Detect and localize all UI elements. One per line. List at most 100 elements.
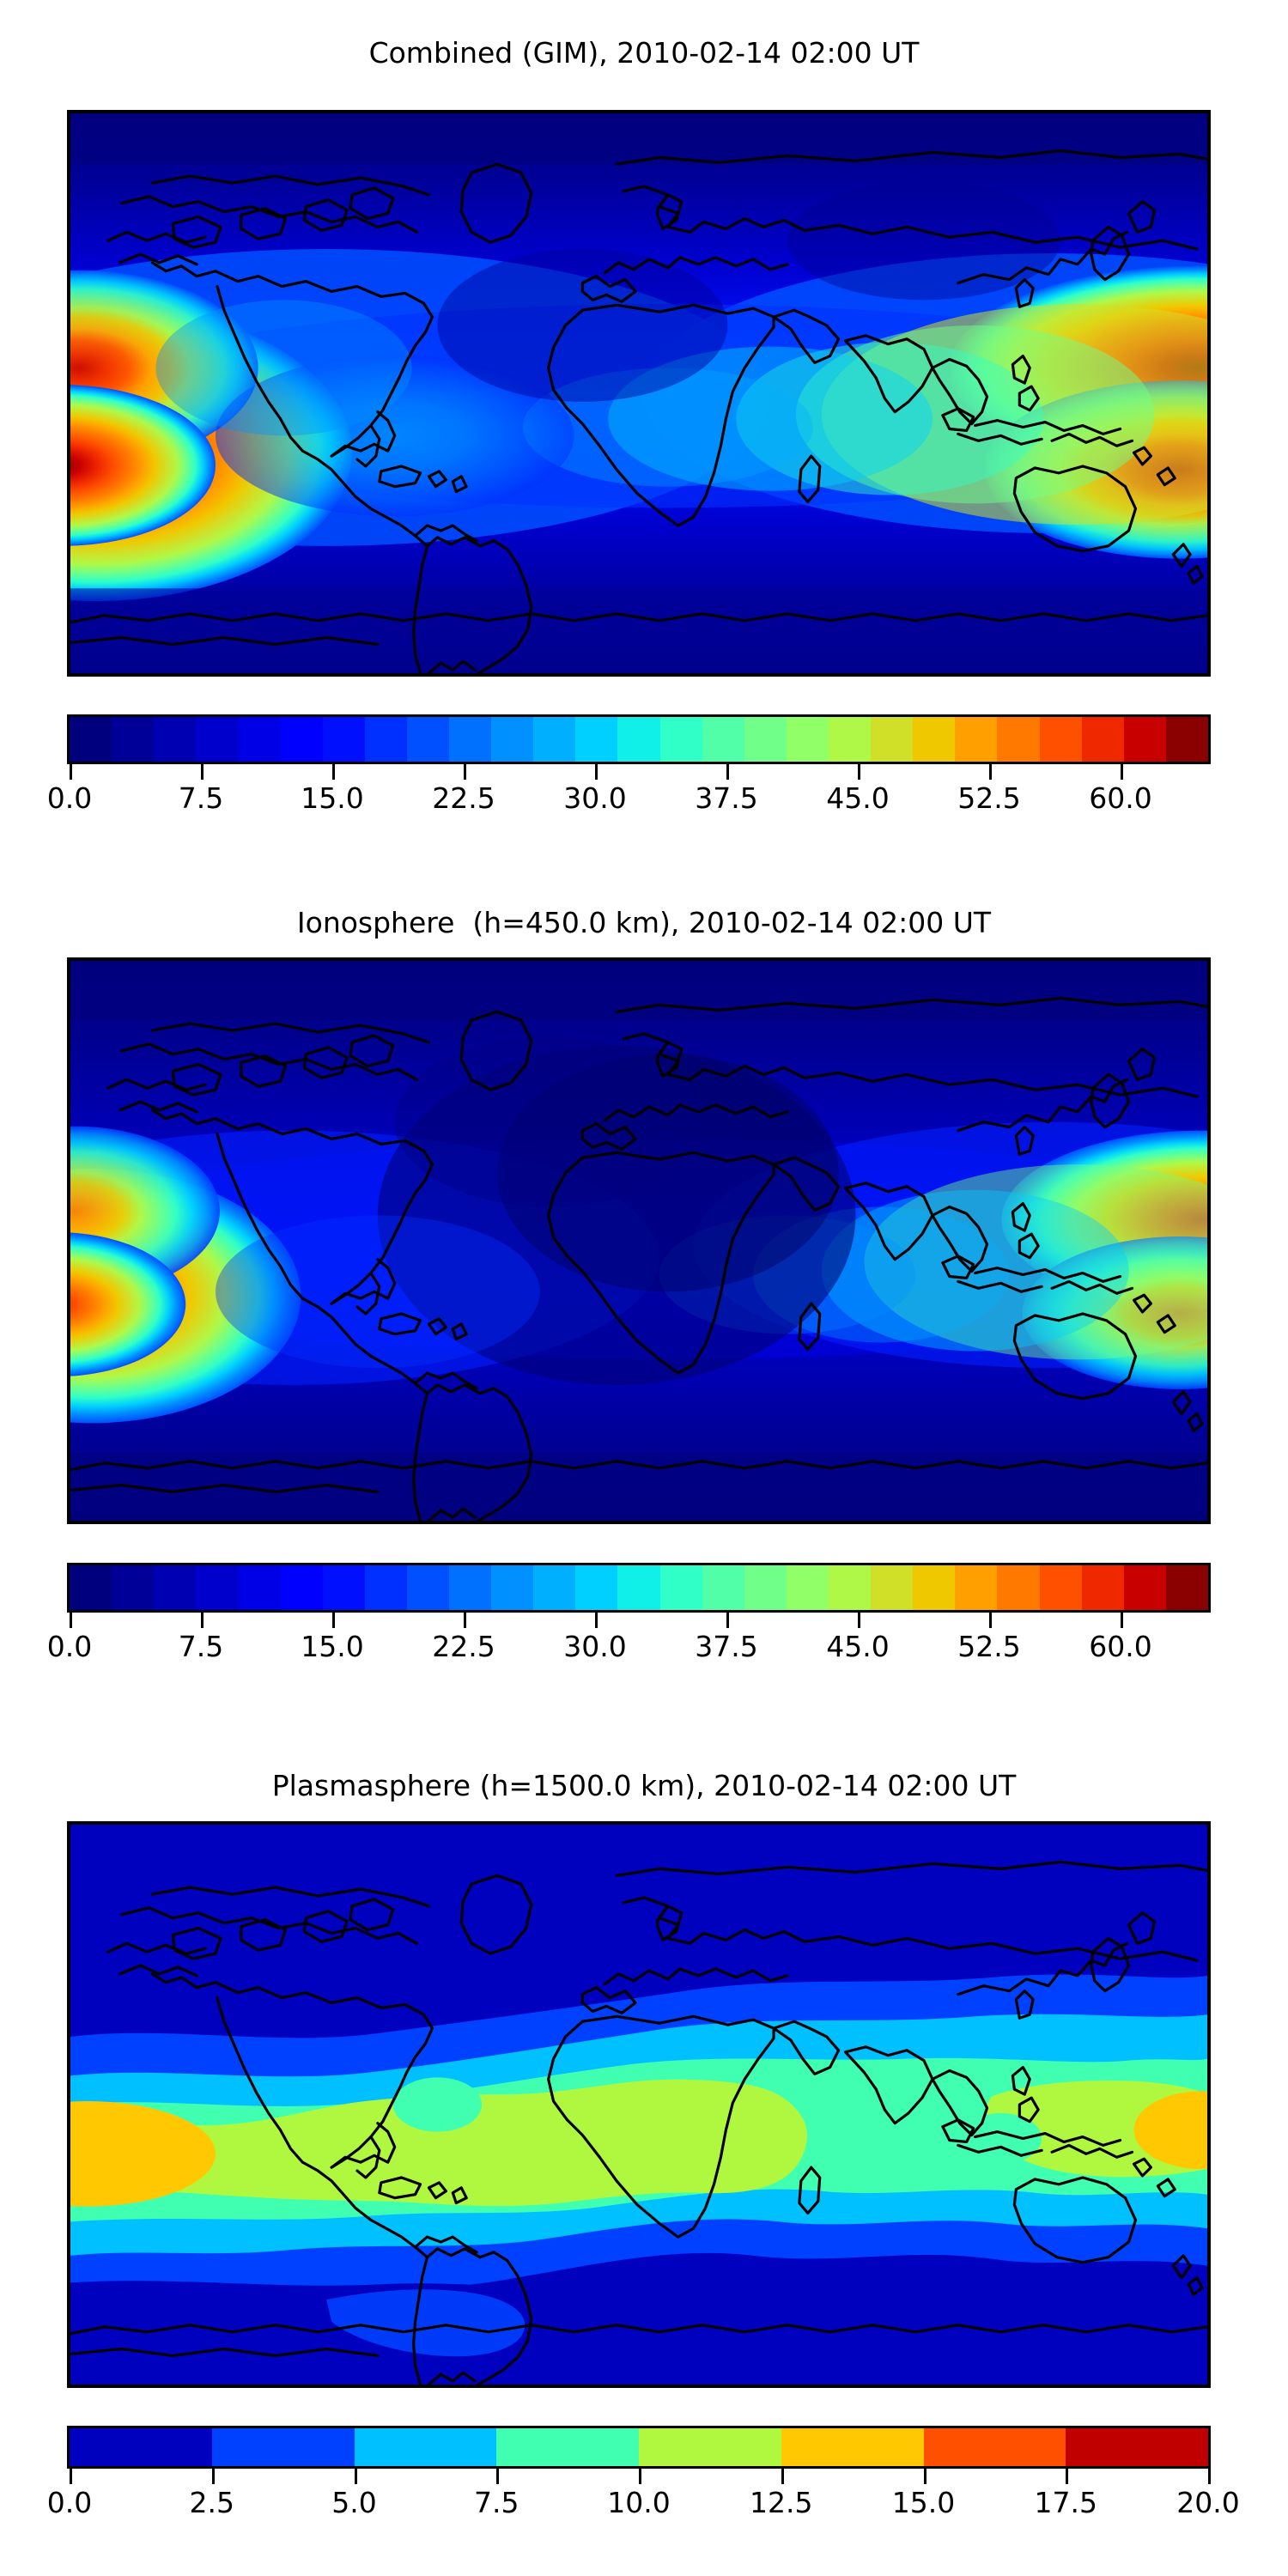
colorbar-tick-label-6: 45.0 bbox=[826, 1630, 890, 1663]
colorbar-band-26 bbox=[1165, 1565, 1208, 1610]
colorbar-band-21 bbox=[955, 1565, 998, 1610]
colorbar-tick-5 bbox=[781, 2469, 784, 2484]
colorbar-band-24 bbox=[1081, 717, 1124, 762]
colorbar-band-8 bbox=[406, 1565, 449, 1610]
colorbar-band-0 bbox=[70, 717, 112, 762]
colorbar-band-0 bbox=[70, 2428, 212, 2466]
colorbar-tick-8 bbox=[1208, 2469, 1211, 2484]
colorbar-band-8 bbox=[406, 717, 449, 762]
colorbar-tick-label-2: 15.0 bbox=[301, 781, 364, 815]
colorbar-tick-8 bbox=[1121, 1613, 1123, 1628]
colorbar-tick-7 bbox=[989, 1613, 992, 1628]
colorbar-tick-6 bbox=[858, 1613, 860, 1628]
colorbar-band-3 bbox=[196, 1565, 239, 1610]
colorbar-tick-1 bbox=[211, 2469, 215, 2484]
colorbar-tick-label-1: 7.5 bbox=[178, 1630, 224, 1663]
colorbar-gradient-ionosphere bbox=[67, 1563, 1211, 1613]
colorbar-band-17 bbox=[786, 1565, 829, 1610]
colorbar-band-6 bbox=[923, 2428, 1066, 2466]
colorbar-band-15 bbox=[702, 1565, 744, 1610]
colorbar-band-13 bbox=[617, 1565, 660, 1610]
colorbar-gradient-combined-gim bbox=[67, 714, 1211, 764]
colorbar-labels-combined-gim: 0.0 7.5 15.0 22.5 30.0 37.5 45.0 52.5 60.0 bbox=[47, 781, 1211, 819]
colorbar-combined-gim: 0.0 7.5 15.0 22.5 30.0 37.5 45.0 52.5 60.0 bbox=[47, 714, 1211, 826]
colorbar-band-1 bbox=[112, 1565, 155, 1610]
colorbar-band-5 bbox=[781, 2428, 924, 2466]
colorbar-tick-label-4: 30.0 bbox=[563, 1630, 627, 1663]
map-axes-combined-gim bbox=[67, 110, 1211, 677]
map-canvas-combined-gim bbox=[70, 113, 1207, 673]
colorbar-band-5 bbox=[280, 717, 323, 762]
colorbar-band-11 bbox=[533, 717, 576, 762]
colorbar-tick-label-8: 60.0 bbox=[1089, 1630, 1152, 1663]
colorbar-band-7 bbox=[1066, 2428, 1208, 2466]
colorbar-tick-label-3: 22.5 bbox=[432, 1630, 495, 1663]
colorbar-band-25 bbox=[1123, 717, 1166, 762]
colorbar-band-12 bbox=[575, 1565, 618, 1610]
colorbar-band-10 bbox=[491, 717, 534, 762]
colorbar-tick-label-4: 10.0 bbox=[607, 2486, 671, 2519]
colorbar-labels-plasmasphere: 0.0 2.5 5.0 7.5 10.0 12.5 15.0 17.5 20.0 bbox=[47, 2486, 1240, 2524]
colorbar-tick-7 bbox=[989, 764, 992, 780]
colorbar-tick-label-4: 30.0 bbox=[563, 781, 627, 815]
coastlines-layer bbox=[70, 996, 1207, 1521]
colorbar-band-9 bbox=[448, 1565, 492, 1610]
colorbar-band-1 bbox=[211, 2428, 355, 2466]
colorbar-band-3 bbox=[496, 2428, 639, 2466]
colorbar-band-4 bbox=[639, 2428, 781, 2466]
colorbar-tick-label-5: 37.5 bbox=[695, 781, 758, 815]
panel-title-plasmasphere: Plasmasphere (h=1500.0 km), 2010-02-14 0… bbox=[271, 1769, 1017, 1802]
colorbar-band-14 bbox=[659, 717, 702, 762]
colorbar-band-12 bbox=[575, 717, 618, 762]
colorbar-tick-label-8: 20.0 bbox=[1176, 2486, 1240, 2519]
colorbar-tick-label-6: 45.0 bbox=[826, 781, 890, 815]
colorbar-band-19 bbox=[871, 717, 914, 762]
colorbar-band-16 bbox=[744, 717, 787, 762]
colorbar-band-7 bbox=[364, 1565, 407, 1610]
colorbar-tick-label-7: 17.5 bbox=[1034, 2486, 1097, 2519]
colorbar-band-17 bbox=[786, 717, 829, 762]
colorbar-band-18 bbox=[828, 1565, 872, 1610]
colorbar-band-9 bbox=[448, 717, 492, 762]
colorbar-tick-4 bbox=[639, 2469, 641, 2484]
colorbar-tick-label-8: 60.0 bbox=[1089, 781, 1152, 815]
colorbar-tick-label-2: 5.0 bbox=[331, 2486, 377, 2519]
colorbar-plasmasphere: 0.0 2.5 5.0 7.5 10.0 12.5 15.0 17.5 20.0 bbox=[47, 2426, 1240, 2537]
colorbar-band-24 bbox=[1081, 1565, 1124, 1610]
colorbar-band-4 bbox=[238, 717, 281, 762]
colorbar-band-10 bbox=[491, 1565, 534, 1610]
colorbar-band-26 bbox=[1165, 717, 1208, 762]
colorbar-tick-label-0: 0.0 bbox=[46, 1630, 93, 1663]
map-axes-ionosphere bbox=[67, 957, 1211, 1524]
colorbar-tick-1 bbox=[201, 1613, 204, 1628]
coastlines-layer bbox=[70, 149, 1207, 673]
colorbar-tick-0 bbox=[70, 764, 72, 780]
colorbar-band-20 bbox=[913, 717, 956, 762]
colorbar-tick-label-3: 22.5 bbox=[432, 781, 495, 815]
colorbar-tick-label-1: 2.5 bbox=[189, 2486, 234, 2519]
colorbar-band-13 bbox=[617, 717, 660, 762]
colorbar-tick-label-7: 52.5 bbox=[957, 781, 1021, 815]
colorbar-tick-3 bbox=[464, 764, 466, 780]
colorbar-gradient-plasmasphere bbox=[67, 2426, 1211, 2469]
colorbar-tick-5 bbox=[726, 764, 729, 780]
colorbar-band-23 bbox=[1039, 717, 1082, 762]
colorbar-band-1 bbox=[112, 717, 155, 762]
colorbar-band-11 bbox=[533, 1565, 576, 1610]
colorbar-band-15 bbox=[702, 717, 744, 762]
colorbar-tick-2 bbox=[332, 764, 335, 780]
colorbar-tick-8 bbox=[1121, 764, 1123, 780]
colorbar-band-20 bbox=[913, 1565, 956, 1610]
colorbar-ticks-plasmasphere bbox=[67, 2469, 1211, 2484]
colorbar-band-6 bbox=[322, 717, 365, 762]
colorbar-band-21 bbox=[955, 717, 998, 762]
colorbar-band-5 bbox=[280, 1565, 323, 1610]
colorbar-band-23 bbox=[1039, 1565, 1082, 1610]
colorbar-tick-0 bbox=[70, 1613, 72, 1628]
panel-ionosphere: Ionosphere (h=450.0 km), 2010-02-14 02:0… bbox=[0, 869, 1288, 1728]
colorbar-tick-4 bbox=[595, 764, 598, 780]
colorbar-tick-label-6: 15.0 bbox=[891, 2486, 956, 2519]
colorbar-tick-label-1: 7.5 bbox=[178, 781, 224, 815]
map-axes-plasmasphere bbox=[67, 1821, 1211, 2388]
